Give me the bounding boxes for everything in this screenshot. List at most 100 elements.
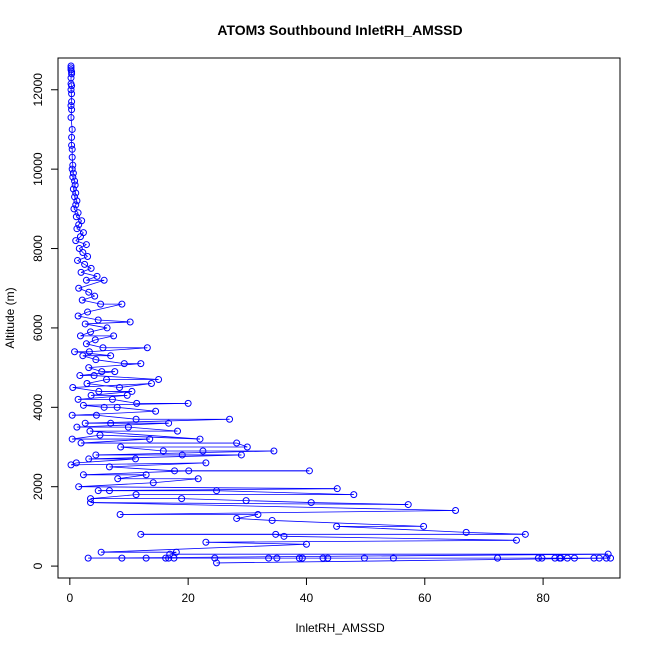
data-point	[92, 411, 100, 419]
data-point	[213, 487, 221, 495]
data-point	[242, 497, 250, 505]
data-point	[233, 514, 241, 522]
data-point	[165, 554, 173, 562]
data-point	[69, 173, 77, 181]
series-segment	[83, 402, 189, 406]
series-segment	[101, 543, 307, 553]
data-point	[602, 554, 610, 562]
data-point	[72, 237, 80, 245]
series-segment	[96, 414, 137, 420]
data-point	[107, 419, 115, 427]
data-point	[68, 82, 76, 90]
series-segment	[71, 129, 73, 138]
series-segment	[82, 295, 95, 301]
series-segment	[85, 321, 131, 325]
data-point	[607, 554, 615, 562]
series-segment	[85, 323, 108, 329]
data-point	[87, 391, 95, 399]
y-tick-label: 6000	[31, 314, 45, 341]
data-point	[171, 467, 179, 475]
data-point	[85, 348, 93, 356]
series-segment	[73, 184, 76, 190]
data-point	[280, 532, 288, 540]
data-point	[199, 447, 207, 455]
data-point	[70, 205, 78, 213]
data-point	[404, 501, 412, 509]
y-tick-label: 10000	[31, 152, 45, 186]
series-segment	[109, 466, 175, 472]
series-points	[67, 62, 615, 567]
data-point	[68, 165, 76, 173]
data-point	[72, 213, 80, 221]
data-point	[563, 554, 571, 562]
data-point	[81, 260, 89, 268]
data-point	[173, 427, 181, 435]
data-point	[420, 522, 428, 530]
data-point	[265, 554, 273, 562]
series-segment	[275, 533, 285, 537]
data-point	[103, 376, 111, 384]
series-segment	[85, 418, 230, 424]
data-point	[233, 439, 241, 447]
data-point	[146, 435, 154, 443]
data-point	[124, 423, 132, 431]
data-point	[99, 344, 107, 352]
data-point	[178, 495, 186, 503]
data-point	[75, 245, 83, 253]
data-point	[202, 538, 210, 546]
data-point	[96, 431, 104, 439]
data-point	[82, 340, 90, 348]
data-point	[75, 284, 83, 292]
data-point	[93, 272, 101, 280]
data-point	[298, 554, 306, 562]
series-segment	[216, 490, 354, 496]
series-segment	[77, 256, 88, 261]
data-point	[68, 435, 76, 443]
series-segment	[246, 500, 312, 503]
data-point	[120, 360, 128, 368]
data-point	[521, 530, 529, 538]
x-axis-label: InletRH_AMSSD	[295, 621, 385, 635]
data-point	[243, 443, 251, 451]
data-point	[360, 554, 368, 562]
data-point	[117, 443, 125, 451]
series-segment	[72, 434, 101, 440]
data-point	[178, 451, 186, 459]
series-segment	[81, 438, 150, 444]
data-point	[123, 391, 131, 399]
data-point	[452, 507, 460, 515]
data-point	[116, 383, 124, 391]
data-point	[76, 233, 84, 241]
data-point	[319, 554, 327, 562]
data-point	[333, 485, 341, 493]
data-point	[87, 328, 95, 336]
series-segment	[78, 482, 154, 488]
data-point	[81, 320, 89, 328]
data-point	[86, 427, 94, 435]
series-segment	[73, 204, 77, 210]
data-point	[185, 467, 193, 475]
series-segment	[205, 539, 517, 543]
data-point	[152, 407, 160, 415]
series-segment	[88, 367, 102, 372]
data-point	[85, 455, 93, 463]
data-point	[79, 471, 87, 479]
series-segment	[70, 83, 72, 86]
series-segment	[88, 363, 141, 369]
data-point	[166, 550, 174, 558]
y-tick-label: 0	[31, 562, 45, 569]
series-segment	[117, 474, 147, 480]
data-point	[71, 348, 79, 356]
data-point	[92, 356, 100, 364]
data-point	[137, 360, 145, 368]
series-segment	[76, 422, 169, 428]
data-point	[79, 401, 87, 409]
series-segment	[95, 359, 125, 365]
data-point	[196, 435, 204, 443]
series-segment	[236, 442, 248, 448]
series-segment	[86, 383, 120, 388]
data-point	[67, 86, 75, 94]
data-point	[68, 125, 76, 133]
data-point	[95, 387, 103, 395]
data-point	[143, 344, 151, 352]
